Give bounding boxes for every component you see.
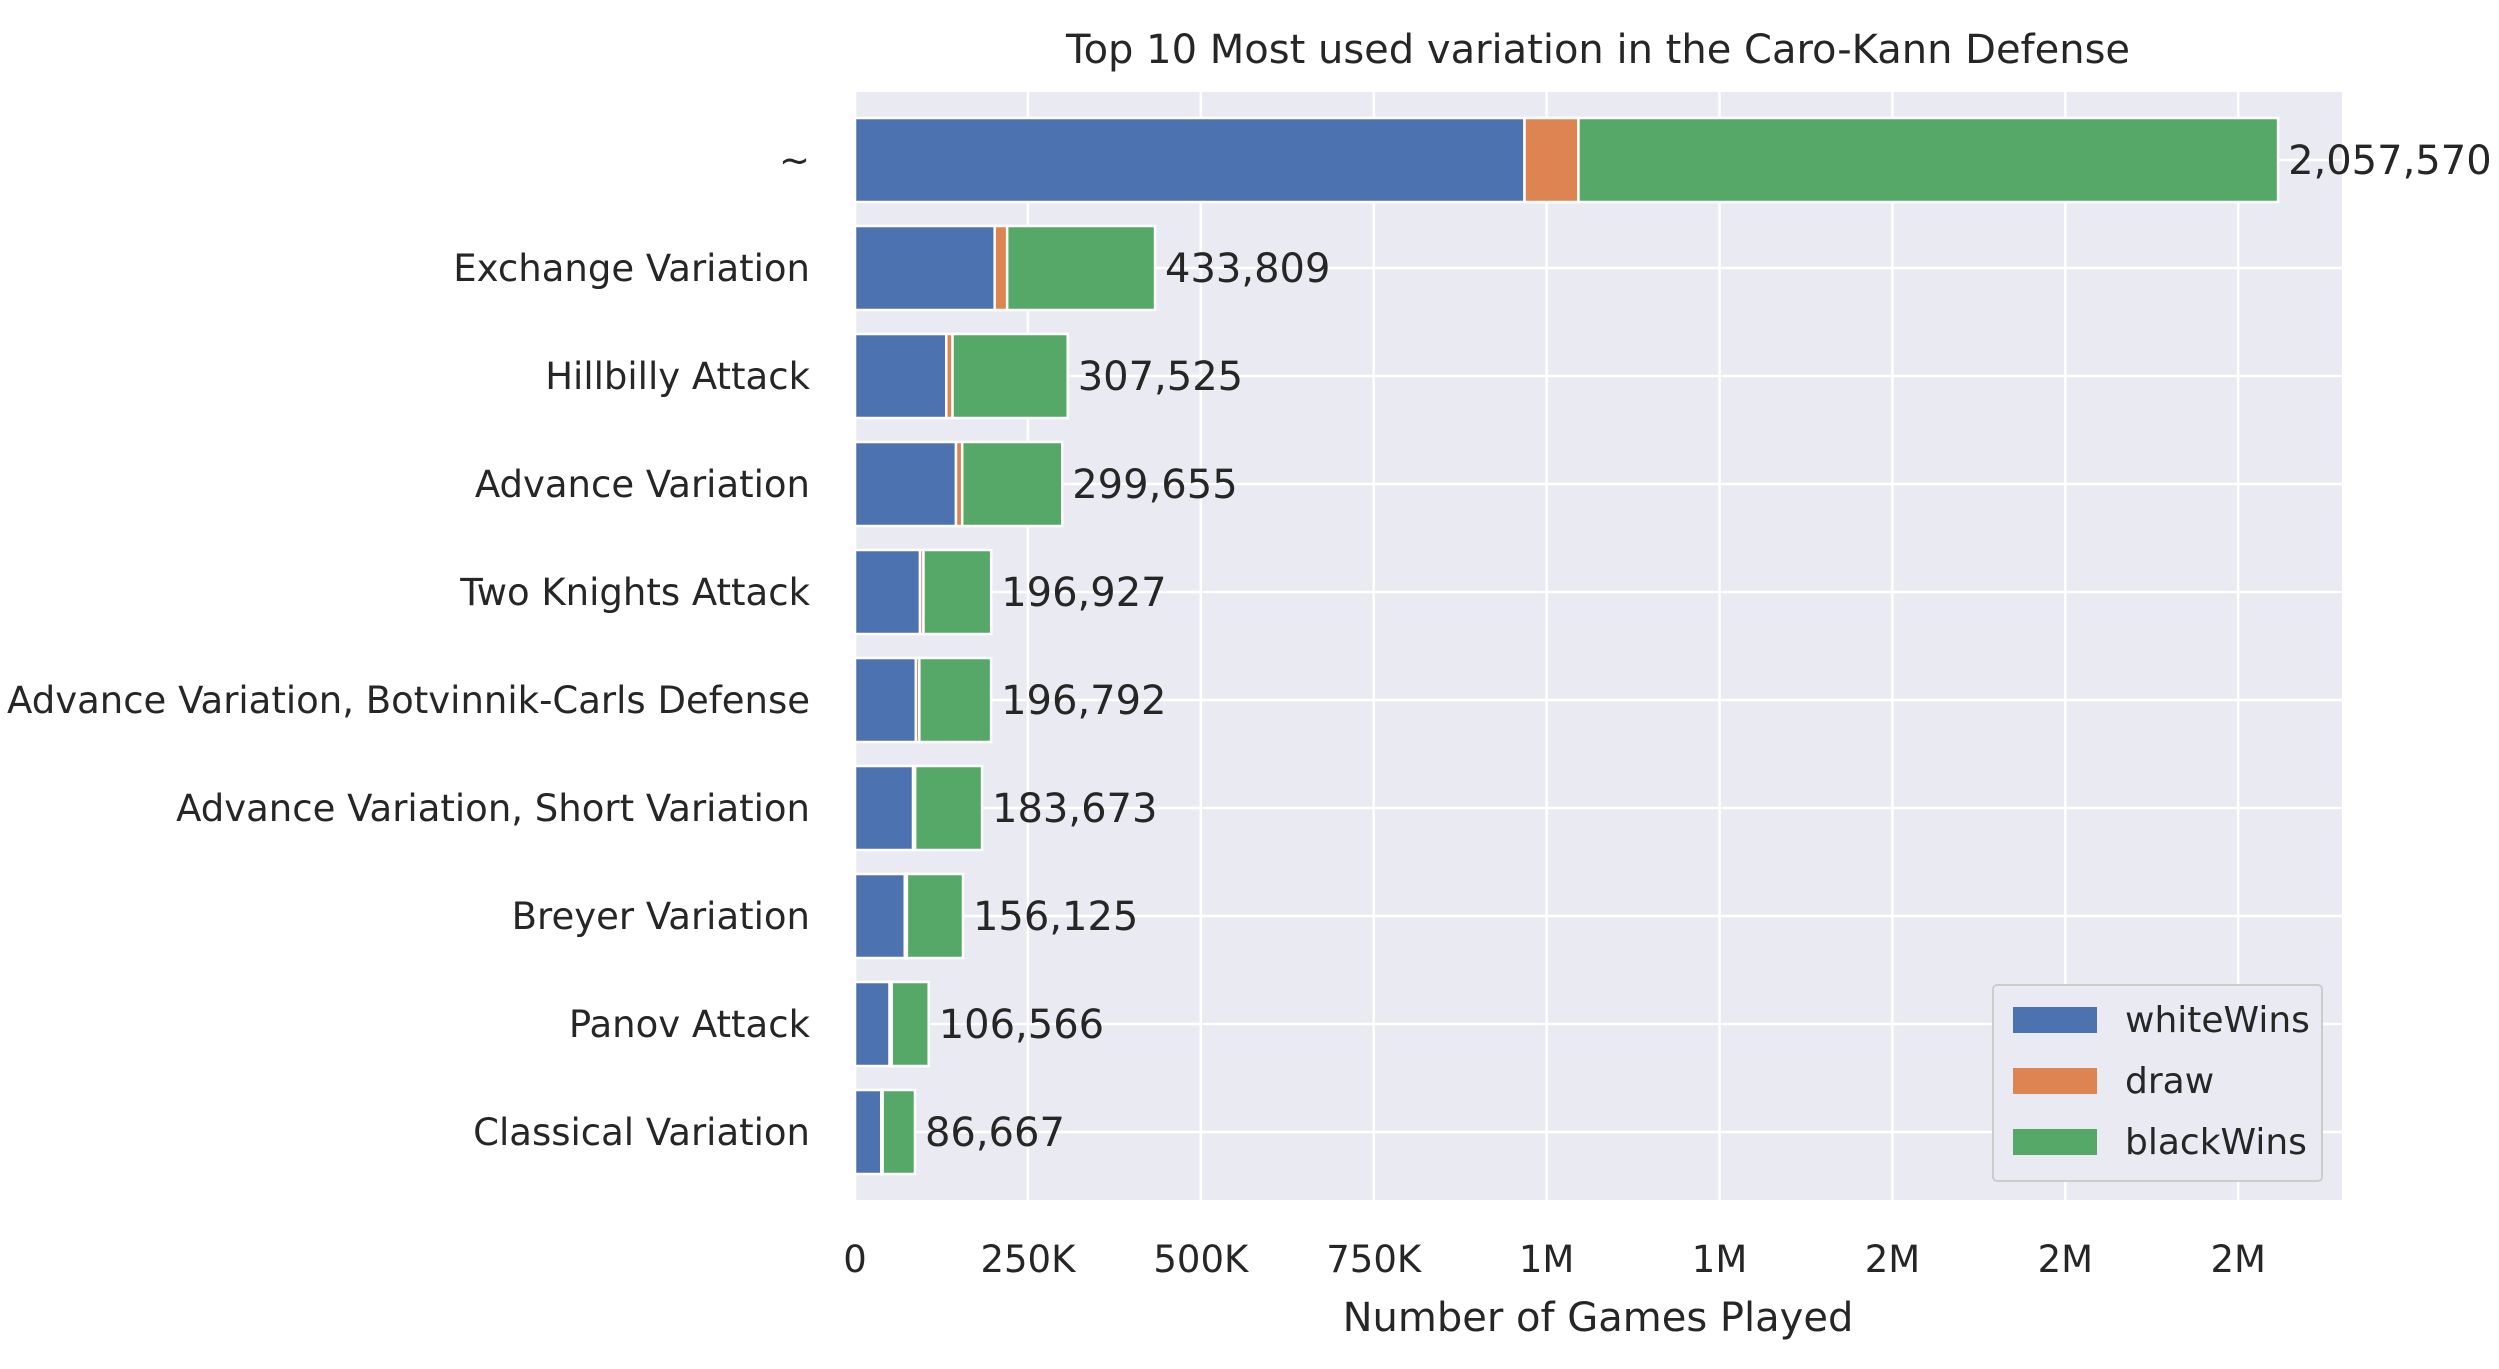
data-label-3: 299,655	[1072, 462, 1237, 508]
x-tick-label-5: 1M	[1692, 1238, 1747, 1281]
bar-blackWins-4	[922, 548, 993, 636]
bar-blackWins-7	[905, 872, 965, 960]
x-tick-label-2: 500K	[1153, 1238, 1250, 1281]
y-tick-label-3: Advance Variation	[475, 463, 810, 506]
bar-blackWins-2	[951, 332, 1069, 420]
x-tick-label-1: 250K	[980, 1238, 1077, 1281]
x-tick-label-4: 1M	[1519, 1238, 1574, 1281]
legend-label-blackWins: blackWins	[2125, 1122, 2307, 1163]
data-label-1: 433,809	[1165, 246, 1330, 292]
y-tick-label-2: Hillbilly Attack	[545, 355, 810, 398]
bar-whiteWins-8	[853, 980, 891, 1068]
bar-whiteWins-5	[853, 656, 918, 744]
bar-blackWins-1	[1005, 224, 1157, 312]
data-label-8: 106,566	[939, 1002, 1104, 1048]
bar-blackWins-3	[960, 440, 1064, 528]
bar-blackWins-6	[913, 764, 984, 852]
y-tick-label-1: Exchange Variation	[453, 247, 810, 290]
bar-whiteWins-3	[853, 440, 958, 528]
data-label-4: 196,927	[1001, 570, 1166, 616]
data-label-2: 307,525	[1078, 354, 1243, 400]
data-label-6: 183,673	[992, 786, 1157, 832]
bar-blackWins-8	[890, 980, 930, 1068]
legend-label-whiteWins: whiteWins	[2125, 1000, 2310, 1041]
y-tick-label-5: Advance Variation, Botvinnik-Carls Defen…	[7, 679, 810, 722]
bar-whiteWins-9	[853, 1088, 883, 1176]
data-label-9: 86,667	[925, 1110, 1065, 1156]
bar-blackWins-0	[1577, 116, 2280, 204]
y-tick-label-8: Panov Attack	[569, 1003, 811, 1046]
bar-draw-0	[1523, 116, 1580, 204]
y-tick-label-9: Classical Variation	[473, 1111, 810, 1154]
x-axis-label: Number of Games Played	[1343, 1295, 1854, 1341]
bar-blackWins-5	[918, 656, 993, 744]
x-tick-label-6: 2M	[1865, 1238, 1920, 1281]
x-tick-label-0: 0	[843, 1238, 867, 1281]
y-tick-label-6: Advance Variation, Short Variation	[176, 787, 810, 830]
x-axis-ticks: 0 250K 500K 750K 1M 1M 2M 2M 2M	[843, 1238, 2266, 1281]
bars	[853, 116, 2280, 1176]
x-tick-label-3: 750K	[1326, 1238, 1423, 1281]
bar-whiteWins-0	[853, 116, 1526, 204]
data-label-5: 196,792	[1001, 678, 1166, 724]
chart-title: Top 10 Most used variation in the Caro-K…	[1065, 27, 2130, 73]
legend-swatch-draw	[2013, 1068, 2097, 1094]
bar-whiteWins-1	[853, 224, 996, 312]
bar-whiteWins-2	[853, 332, 948, 420]
bar-whiteWins-4	[853, 548, 922, 636]
x-tick-label-8: 2M	[2211, 1238, 2266, 1281]
bar-draw-1	[993, 224, 1009, 312]
legend-label-draw: draw	[2125, 1061, 2214, 1102]
bar-whiteWins-7	[853, 872, 907, 960]
y-tick-label-0: ~	[779, 139, 810, 182]
data-label-7: 156,125	[973, 894, 1138, 940]
x-tick-label-7: 2M	[2038, 1238, 2093, 1281]
data-label-0: 2,057,570	[2288, 138, 2492, 184]
bar-whiteWins-6	[853, 764, 915, 852]
legend: whiteWins draw blackWins	[1992, 984, 2323, 1182]
y-tick-label-4: Two Knights Attack	[459, 571, 810, 614]
legend-swatch-whiteWins	[2013, 1007, 2097, 1033]
legend-swatch-blackWins	[2013, 1129, 2097, 1155]
data-labels: 2,057,570 433,809 307,525 299,655 196,927 196…	[925, 138, 2492, 1156]
y-tick-label-7: Breyer Variation	[512, 895, 810, 938]
bar-blackWins-9	[881, 1088, 917, 1176]
y-axis-ticks: ~ Exchange Variation Hillbilly Attack Advan…	[7, 139, 811, 1154]
